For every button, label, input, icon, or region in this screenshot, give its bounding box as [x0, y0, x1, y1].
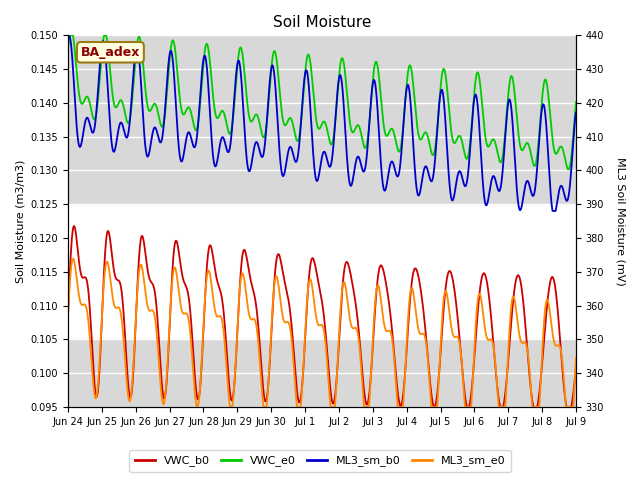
Legend: VWC_b0, VWC_e0, ML3_sm_b0, ML3_sm_e0: VWC_b0, VWC_e0, ML3_sm_b0, ML3_sm_e0	[129, 450, 511, 472]
Title: Soil Moisture: Soil Moisture	[273, 15, 371, 30]
Bar	[68, 339, 576, 407]
Text: BA_adex: BA_adex	[81, 46, 140, 59]
Y-axis label: Soil Moisture (m3/m3): Soil Moisture (m3/m3)	[15, 159, 25, 283]
Y-axis label: ML3 Soil Moisture (mV): ML3 Soil Moisture (mV)	[615, 157, 625, 286]
Bar	[68, 36, 576, 204]
